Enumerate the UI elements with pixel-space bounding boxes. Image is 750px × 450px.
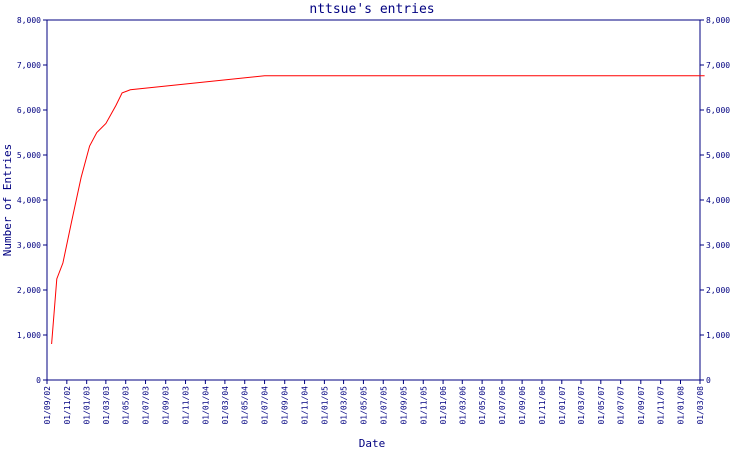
y-tick-label-left: 6,000 <box>17 106 41 115</box>
x-tick-label: 01/11/02 <box>63 386 72 425</box>
plot-frame <box>46 19 701 381</box>
x-tick-label: 01/07/07 <box>617 386 626 425</box>
x-tick-label: 01/01/07 <box>558 386 567 425</box>
x-tick-label: 01/03/03 <box>102 386 111 425</box>
series-layer <box>51 75 705 345</box>
x-tick-label: 01/01/06 <box>439 386 448 425</box>
x-axis: 01/09/02 01/11/02 01/01/03 01/03/03 01/05/03… <box>43 380 705 425</box>
x-tick-label: 01/01/05 <box>320 386 329 425</box>
y-tick-label-left: 3,000 <box>17 241 41 250</box>
x-tick-label: 01/03/04 <box>221 386 230 425</box>
y-tick-label-left: 8,000 <box>17 16 41 25</box>
x-tick-label: 01/01/08 <box>676 386 685 425</box>
y-tick-label-right: 5,000 <box>706 151 730 160</box>
y-tick-label-left: 5,000 <box>17 151 41 160</box>
y-tick-label-right: 0 <box>706 376 711 385</box>
x-tick-label: 01/07/05 <box>379 386 388 425</box>
x-tick-label: 01/11/07 <box>657 386 666 425</box>
x-tick-label: 01/03/05 <box>340 386 349 425</box>
y-axis-left: 0 1,000 2,000 3,000 4,000 5,000 6,000 7,000 8,00… <box>17 16 47 385</box>
x-tick-label: 01/07/03 <box>142 386 151 425</box>
x-tick-label: 01/05/06 <box>478 386 487 425</box>
x-tick-label: 01/07/06 <box>498 386 507 425</box>
x-tick-label: 01/03/06 <box>458 386 467 425</box>
y-axis-label: Number of Entries <box>1 144 14 257</box>
y-tick-label-left: 7,000 <box>17 61 41 70</box>
x-tick-label: 01/05/05 <box>359 386 368 425</box>
y-tick-label-right: 3,000 <box>706 241 730 250</box>
x-tick-label: 01/01/04 <box>201 386 210 425</box>
x-tick-label: 01/09/03 <box>162 386 171 425</box>
x-tick-label: 01/11/05 <box>419 386 428 425</box>
y-tick-label-right: 4,000 <box>706 196 730 205</box>
x-tick-label: 01/01/03 <box>83 386 92 425</box>
y-tick-label-left: 4,000 <box>17 196 41 205</box>
x-tick-label: 01/05/03 <box>122 386 131 425</box>
x-tick-label: 01/03/07 <box>577 386 586 425</box>
y-tick-label-right: 6,000 <box>706 106 730 115</box>
y-axis-right: 0 1,000 2,000 3,000 4,000 5,000 6,000 7,000 8,00… <box>700 16 730 385</box>
chart-title: nttsue's entries <box>309 2 434 17</box>
x-tick-label: 01/09/04 <box>281 386 290 425</box>
y-tick-label-right: 8,000 <box>706 16 730 25</box>
y-tick-label-right: 1,000 <box>706 331 730 340</box>
x-tick-label: 01/07/04 <box>261 386 270 425</box>
x-tick-label: 01/05/04 <box>241 386 250 425</box>
x-tick-label: 01/09/05 <box>399 386 408 425</box>
y-tick-label-right: 2,000 <box>706 286 730 295</box>
y-tick-label-left: 2,000 <box>17 286 41 295</box>
x-tick-label: 01/09/06 <box>518 386 527 425</box>
series-line <box>51 75 705 345</box>
x-axis-label: Date <box>359 437 386 450</box>
y-tick-label-left: 1,000 <box>17 331 41 340</box>
y-tick-label-left: 0 <box>36 376 41 385</box>
y-tick-label-right: 7,000 <box>706 61 730 70</box>
x-tick-label: 01/09/07 <box>637 386 646 425</box>
x-tick-label: 01/09/02 <box>43 386 52 425</box>
x-tick-label: 01/11/03 <box>182 386 191 425</box>
x-tick-label: 01/11/06 <box>538 386 547 425</box>
x-tick-label: 01/05/07 <box>597 386 606 425</box>
x-tick-label: 01/03/08 <box>696 386 705 425</box>
x-tick-label: 01/11/04 <box>301 386 310 425</box>
